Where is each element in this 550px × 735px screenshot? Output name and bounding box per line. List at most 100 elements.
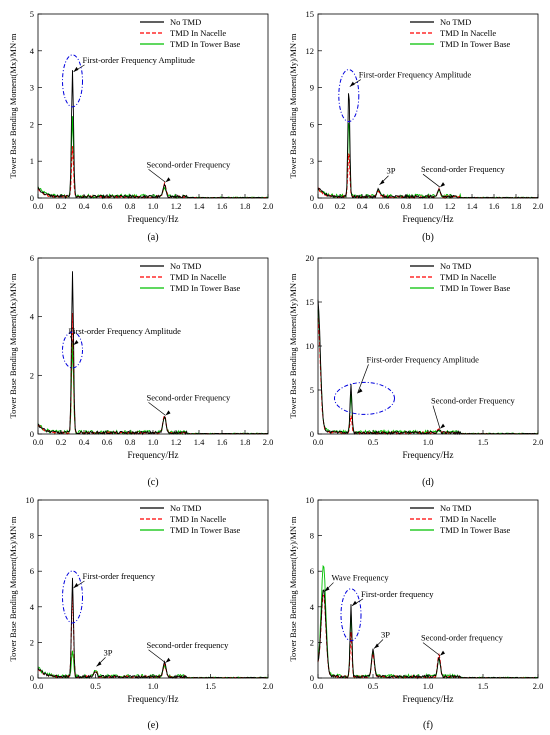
annotation-arrow — [432, 405, 441, 429]
panel-label: (d) — [422, 477, 434, 488]
legend-label: TMD In Tower Base — [440, 525, 511, 535]
highlight-ellipse — [338, 69, 360, 123]
series-line-1 — [317, 299, 539, 436]
annotation-arrowhead — [379, 179, 385, 185]
x-tick-label: 1.2 — [445, 201, 456, 211]
x-tick-label: 1.4 — [194, 201, 205, 211]
legend-label: TMD In Tower Base — [440, 39, 511, 49]
legend-label: TMD In Nacelle — [440, 514, 496, 524]
x-tick-label: 0.2 — [56, 437, 67, 447]
y-axis-label: Tower Base Bending Moment(Mx)/MN·m — [8, 273, 18, 418]
annotation-text: First-order Frequency Amplitude — [83, 55, 196, 65]
annotation-text: 3P — [387, 166, 396, 176]
legend-label: No TMD — [170, 17, 201, 27]
chart-panel-1: 0.0 0.2 0.4 0.6 0.8 1.0 1.2 1.4 1.6 1.8 2.0 0 1 2 3 4 5 F… — [8, 9, 273, 243]
y-tick-label: 12 — [306, 46, 315, 56]
annotation-arrowhead — [73, 66, 79, 72]
annotation-arrowhead — [165, 657, 171, 663]
annotation-arrow — [148, 402, 166, 416]
y-tick-label: 4 — [30, 602, 35, 612]
annotation-arrow — [422, 642, 441, 656]
y-tick-label: 5 — [30, 9, 34, 19]
y-tick-label: 9 — [310, 83, 314, 93]
x-tick-label: 0.5 — [90, 681, 101, 691]
y-tick-label: 3 — [310, 156, 314, 166]
series-line-1 — [37, 577, 269, 680]
x-tick-label: 0.8 — [401, 201, 412, 211]
x-tick-label: 0.4 — [79, 201, 90, 211]
y-axis-label: Tower Base Bending Moment(Mx)/MN·m — [8, 516, 18, 661]
annotation-text: 3P — [381, 630, 390, 640]
x-tick-label: 1.0 — [148, 437, 159, 447]
x-tick-label: 0.0 — [33, 201, 44, 211]
series-line-1 — [37, 70, 269, 200]
x-tick-label: 1.0 — [148, 201, 159, 211]
x-tick-label: 1.2 — [171, 437, 182, 447]
highlight-ellipse — [334, 381, 395, 415]
y-tick-label: 6 — [30, 253, 34, 263]
series-line-2 — [317, 594, 539, 680]
y-tick-label: 4 — [30, 312, 35, 322]
y-tick-label: 0 — [310, 673, 314, 683]
x-tick-label: 0.5 — [368, 681, 379, 691]
x-tick-label: 0.6 — [102, 437, 113, 447]
x-tick-label: 0.6 — [102, 201, 113, 211]
annotation-text: First-order frequency — [361, 589, 434, 599]
legend-label: TMD In Nacelle — [440, 28, 496, 38]
x-tick-label: 0.0 — [313, 201, 324, 211]
y-tick-label: 6 — [30, 566, 34, 576]
y-tick-label: 0 — [310, 429, 314, 439]
x-tick-label: 1.0 — [423, 681, 434, 691]
series-line-3 — [37, 343, 269, 436]
series-line-3 — [317, 309, 538, 436]
y-tick-label: 8 — [30, 531, 34, 541]
y-tick-label: 10 — [306, 341, 315, 351]
annotation-arrowhead — [96, 661, 102, 667]
y-tick-label: 1 — [30, 156, 34, 166]
x-tick-label: 0.5 — [368, 437, 379, 447]
annotation-text: Second-order Frequency — [147, 392, 232, 402]
x-tick-label: 2.0 — [533, 201, 544, 211]
annotation-arrowhead — [357, 388, 363, 394]
x-tick-label: 0.2 — [335, 201, 346, 211]
annotation-arrowhead — [352, 600, 357, 606]
x-tick-label: 0.6 — [379, 201, 390, 211]
y-tick-label: 15 — [306, 9, 315, 19]
y-tick-label: 10 — [306, 495, 315, 505]
y-tick-label: 20 — [306, 253, 315, 263]
x-tick-label: 1.6 — [489, 201, 500, 211]
annotation-text: Second-order frequency — [147, 640, 230, 650]
panel-label: (b) — [422, 232, 434, 243]
series-line-3 — [317, 564, 539, 680]
legend-label: TMD In Tower Base — [170, 39, 241, 49]
highlight-ellipse — [62, 331, 83, 369]
y-axis-label: Tower Base Bending Moment(Mx)/MN·m — [8, 33, 18, 178]
y-tick-label: 0 — [30, 673, 34, 683]
x-tick-label: 1.5 — [205, 681, 216, 691]
legend-label: No TMD — [440, 261, 471, 271]
annotation-arrow — [148, 649, 166, 664]
panel-label: (a) — [147, 232, 158, 243]
legend-label: TMD In Nacelle — [170, 28, 226, 38]
chart-panel-4: 0.0 0.5 1.0 1.5 2.0 0 5 10 15 20 Frequency/Hz Tower… — [288, 253, 543, 488]
annotation-arrowhead — [374, 643, 379, 649]
y-tick-label: 2 — [310, 637, 314, 647]
y-tick-label: 15 — [306, 297, 315, 307]
y-tick-label: 6 — [310, 119, 314, 129]
x-axis-label: Frequency/Hz — [403, 214, 454, 224]
legend-label: TMD In Tower Base — [170, 283, 241, 293]
annotation-text: Second-order Frequency — [147, 159, 232, 169]
x-axis-label: Frequency/Hz — [128, 214, 179, 224]
annotation-arrowhead — [440, 182, 445, 188]
x-tick-label: 1.8 — [511, 201, 522, 211]
chart-panel-5: 0.0 0.5 1.0 1.5 2.0 0 2 4 6 8 10 Frequency/Hz Tower … — [8, 495, 273, 731]
legend-label: TMD In Nacelle — [170, 272, 226, 282]
legend-label: TMD In Tower Base — [170, 525, 241, 535]
legend-label: TMD In Tower Base — [440, 283, 511, 293]
x-tick-label: 1.0 — [423, 437, 434, 447]
x-tick-label: 1.0 — [148, 681, 159, 691]
annotation-arrowhead — [324, 586, 330, 592]
